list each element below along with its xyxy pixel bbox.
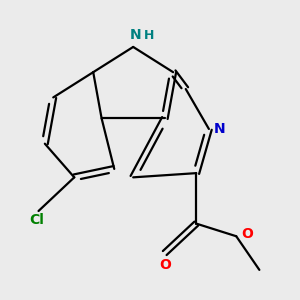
Text: H: H xyxy=(144,29,154,42)
Text: O: O xyxy=(241,227,253,241)
Text: N: N xyxy=(214,122,226,136)
Text: O: O xyxy=(159,258,171,272)
Text: Cl: Cl xyxy=(29,213,44,227)
Text: N: N xyxy=(130,28,141,42)
